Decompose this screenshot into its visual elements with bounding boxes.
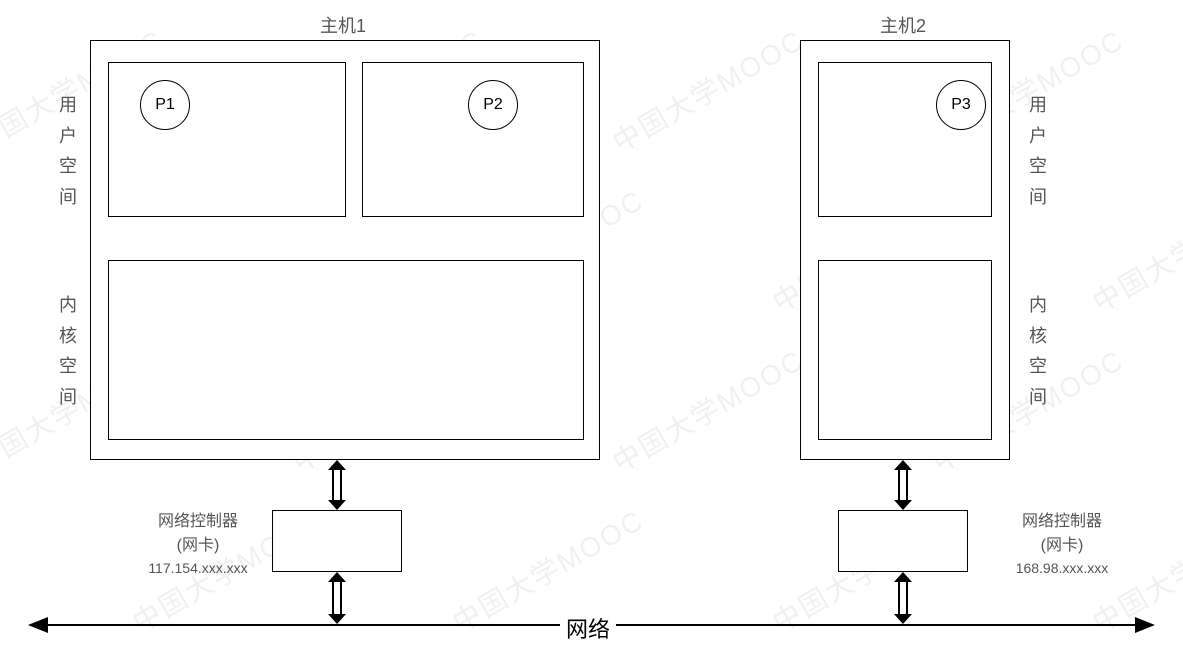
network-bus xyxy=(0,0,1183,663)
network-label: 网络 xyxy=(560,612,616,644)
